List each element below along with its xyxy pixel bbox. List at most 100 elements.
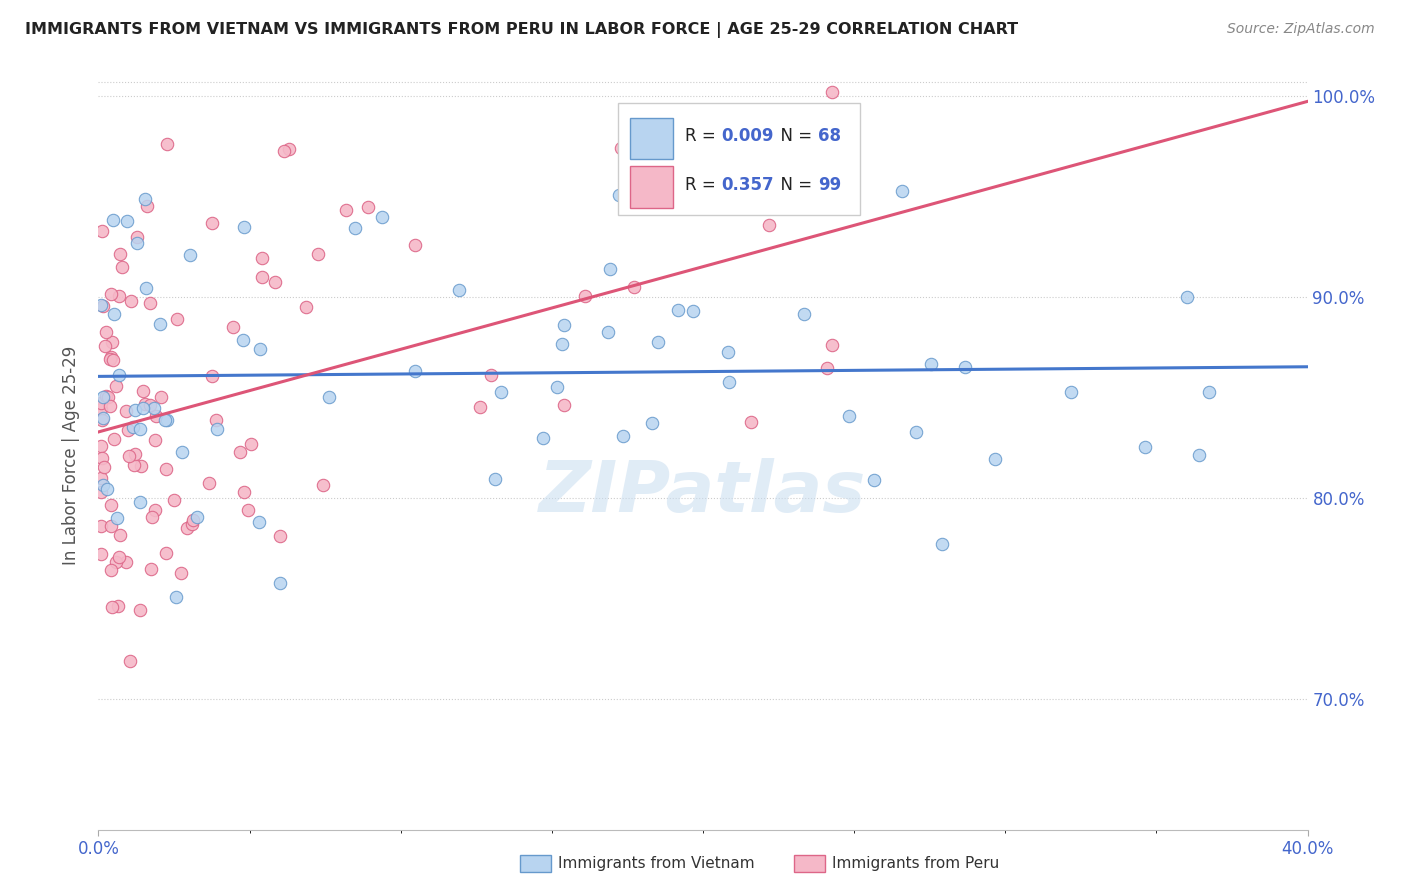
Point <box>489 384 512 399</box>
Point <box>357 200 380 214</box>
Point <box>108 528 131 542</box>
Point <box>232 484 254 499</box>
Point <box>250 270 273 285</box>
Point <box>105 511 128 525</box>
Text: IMMIGRANTS FROM VIETNAM VS IMMIGRANTS FROM PERU IN LABOR FORCE | AGE 25-29 CORRE: IMMIGRANTS FROM VIETNAM VS IMMIGRANTS FR… <box>25 22 1018 38</box>
Text: N =: N = <box>769 177 817 194</box>
Point <box>94 389 117 403</box>
Point <box>90 451 112 466</box>
Point <box>134 192 156 206</box>
Point <box>134 397 156 411</box>
Point <box>263 275 285 289</box>
Point <box>599 261 621 276</box>
Point <box>623 280 645 294</box>
Text: N =: N = <box>769 128 817 145</box>
Point <box>117 214 139 228</box>
Point <box>132 401 155 416</box>
Point <box>143 433 166 447</box>
Point <box>647 334 669 349</box>
Point <box>135 198 157 212</box>
Point <box>891 185 914 199</box>
Point <box>139 295 162 310</box>
Point <box>91 298 114 312</box>
Point <box>91 224 114 238</box>
Point <box>107 289 129 303</box>
FancyBboxPatch shape <box>630 118 672 159</box>
Point <box>90 396 112 410</box>
Point <box>114 555 136 569</box>
Point <box>179 247 201 261</box>
Point <box>905 425 928 439</box>
Point <box>90 402 112 417</box>
Point <box>574 289 596 303</box>
Point <box>683 202 706 216</box>
Point <box>94 326 117 340</box>
Point <box>838 409 860 424</box>
Point <box>108 246 131 260</box>
Point <box>335 202 357 217</box>
Point <box>553 398 575 412</box>
Point <box>108 549 131 564</box>
Point <box>98 399 121 413</box>
Point <box>149 390 172 404</box>
Point <box>118 449 141 463</box>
Point <box>247 516 270 530</box>
FancyBboxPatch shape <box>619 103 860 215</box>
Point <box>155 136 177 151</box>
Point <box>641 416 664 430</box>
Point <box>90 439 112 453</box>
Point <box>94 338 117 352</box>
Point <box>91 390 114 404</box>
Point <box>139 562 162 576</box>
Point <box>166 311 188 326</box>
Point <box>142 401 165 415</box>
Point <box>479 368 502 382</box>
Point <box>105 555 128 569</box>
Point <box>155 546 177 560</box>
Point <box>205 413 228 427</box>
Point <box>770 128 793 142</box>
Point <box>129 495 152 509</box>
Point <box>145 409 167 424</box>
Point <box>344 221 367 235</box>
Point <box>129 422 152 436</box>
Point <box>125 236 148 251</box>
Point <box>91 478 114 492</box>
Point <box>91 410 114 425</box>
Point <box>740 415 762 429</box>
Point <box>250 252 273 266</box>
Point <box>718 376 741 390</box>
Point <box>90 470 112 484</box>
Point <box>122 420 145 434</box>
Point <box>103 432 125 446</box>
Point <box>176 521 198 535</box>
Text: Immigrants from Peru: Immigrants from Peru <box>832 856 1000 871</box>
Point <box>1060 385 1083 400</box>
Point <box>181 512 204 526</box>
Point <box>108 368 131 382</box>
Point <box>117 423 139 437</box>
Point <box>139 398 162 412</box>
Point <box>100 519 122 533</box>
Point <box>120 294 142 309</box>
Point <box>553 318 575 332</box>
Point <box>240 437 263 451</box>
Point <box>598 325 620 339</box>
Point <box>124 403 146 417</box>
Point <box>100 498 122 512</box>
Point <box>172 444 194 458</box>
Point <box>612 429 634 443</box>
Point <box>228 445 250 459</box>
Point <box>90 485 112 500</box>
Point <box>90 547 112 561</box>
Point <box>165 590 187 604</box>
Point <box>201 368 224 383</box>
Point <box>232 220 254 235</box>
Point <box>93 460 115 475</box>
Point <box>371 210 394 224</box>
Point <box>249 343 271 357</box>
Point <box>821 86 844 100</box>
Point <box>118 654 141 668</box>
Point <box>232 333 254 347</box>
Point <box>236 503 259 517</box>
